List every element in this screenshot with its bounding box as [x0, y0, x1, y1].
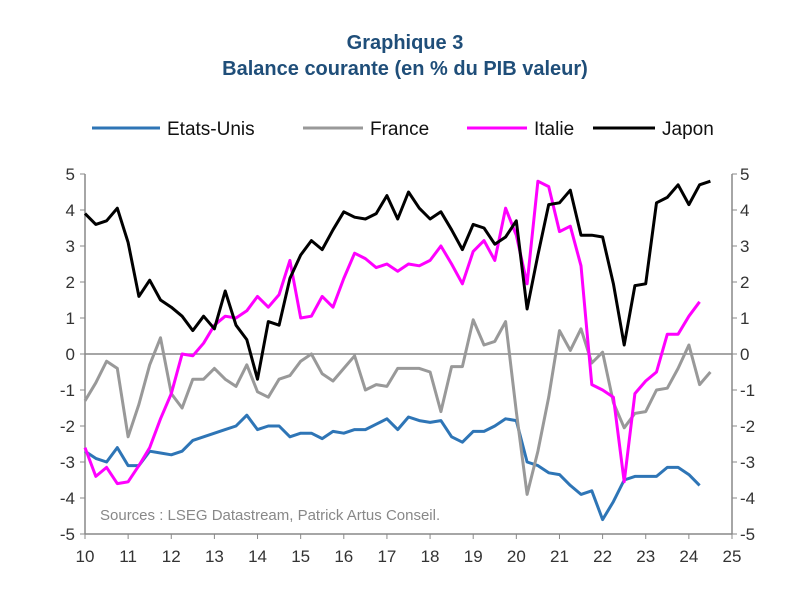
x-tick-label: 17	[377, 547, 396, 566]
x-tick-label: 25	[723, 547, 742, 566]
y-tick-label-left: 4	[66, 201, 75, 220]
y-tick-label-right: 5	[740, 165, 749, 184]
legend-label-france: France	[370, 119, 429, 140]
x-tick-label: 18	[421, 547, 440, 566]
y-tick-label-left: 3	[66, 237, 75, 256]
y-tick-label-left: -5	[60, 525, 75, 544]
y-tick-label-right: -3	[740, 453, 755, 472]
x-tick-label: 19	[464, 547, 483, 566]
chart-title: Graphique 3	[346, 32, 464, 54]
y-tick-label-right: 4	[740, 201, 749, 220]
series-line-italie	[83, 179, 701, 486]
axes: 5 54 43 32 21 10 0-1 -1-2 -2-3 -3-4 -4-5 -510 11 12 13…	[60, 165, 755, 566]
legend-label-italie: Italie	[534, 119, 574, 140]
y-tick-label-right: 2	[740, 273, 749, 292]
y-tick-label-left: -2	[60, 417, 75, 436]
x-tick-label: 13	[205, 547, 224, 566]
legend-label-japon: Japon	[662, 119, 714, 140]
x-tick-label: 10	[76, 547, 95, 566]
series-group	[83, 179, 712, 522]
y-tick-label-right: -5	[740, 525, 755, 544]
x-tick-label: 20	[507, 547, 526, 566]
x-tick-label: 12	[162, 547, 181, 566]
chart-subtitle: Balance courante (en % du PIB valeur)	[222, 58, 588, 80]
y-tick-label-right: -2	[740, 417, 755, 436]
series-line-japon	[83, 179, 711, 381]
x-tick-label: 24	[679, 547, 698, 566]
y-tick-label-left: 1	[66, 309, 75, 328]
y-tick-label-right: 3	[740, 237, 749, 256]
x-tick-label: 21	[550, 547, 569, 566]
x-tick-label: 23	[636, 547, 655, 566]
y-tick-label-left: -4	[60, 489, 75, 508]
y-tick-label-left: 5	[66, 165, 75, 184]
y-tick-label-left: -3	[60, 453, 75, 472]
y-tick-label-right: -4	[740, 489, 755, 508]
x-tick-label: 22	[593, 547, 612, 566]
x-tick-label: 14	[248, 547, 267, 566]
legend-label-etats-unis: Etats-Unis	[167, 119, 255, 140]
y-tick-label-left: -1	[60, 381, 75, 400]
series-line-france	[83, 318, 712, 496]
legend: Etats-Unis France Italie Japon	[92, 119, 714, 140]
x-tick-label: 15	[291, 547, 310, 566]
y-tick-label-right: 0	[740, 345, 749, 364]
y-tick-label-right: -1	[740, 381, 755, 400]
y-tick-label-right: 1	[740, 309, 749, 328]
x-tick-label: 16	[334, 547, 353, 566]
series-line-etats-unis	[84, 413, 701, 522]
y-tick-label-left: 2	[66, 273, 75, 292]
y-tick-label-left: 0	[66, 345, 75, 364]
source-note: Sources : LSEG Datastream, Patrick Artus…	[100, 507, 440, 524]
x-tick-label: 11	[119, 547, 137, 566]
